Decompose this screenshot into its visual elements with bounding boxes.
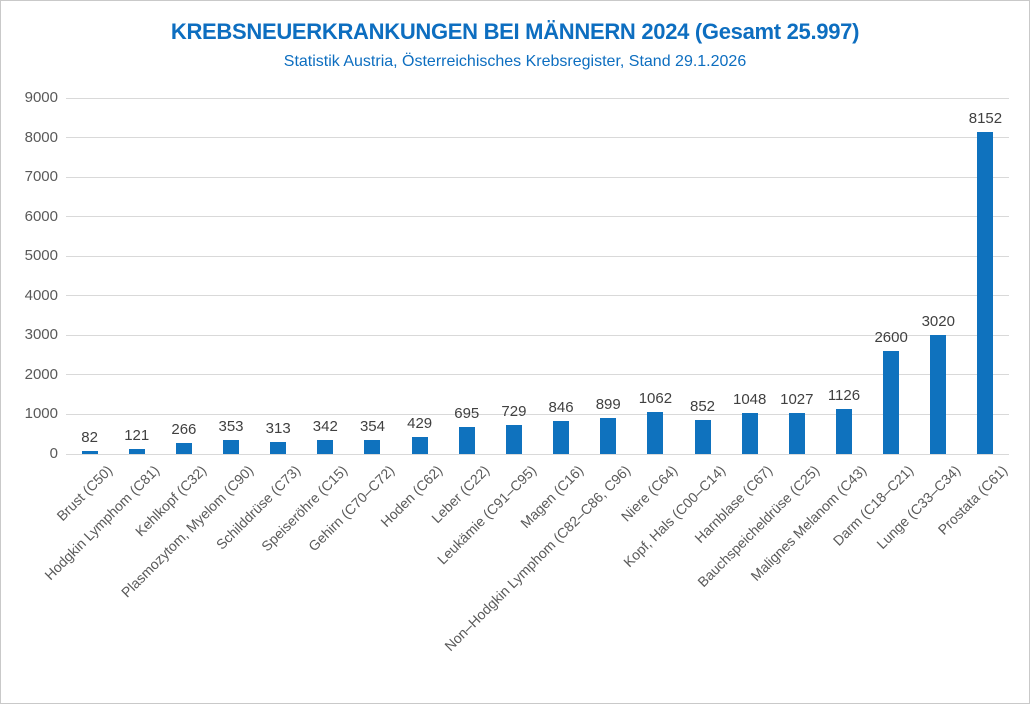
- bar-value-label: 1062: [638, 389, 673, 407]
- bar: [930, 334, 947, 454]
- bar: [835, 409, 852, 454]
- bar: [694, 420, 711, 454]
- bar: [600, 418, 617, 454]
- y-axis-tick-label: 5000: [24, 247, 58, 265]
- y-axis-tick-label: 3000: [24, 326, 58, 344]
- bar-value-label: 846: [548, 398, 574, 416]
- bar-value-label: 429: [407, 415, 433, 433]
- y-gridline: [66, 216, 1009, 218]
- bar: [647, 411, 664, 454]
- y-gridline: [66, 334, 1009, 336]
- y-gridline: [66, 413, 1009, 415]
- y-gridline: [66, 295, 1009, 297]
- bar: [553, 420, 570, 454]
- bar: [788, 413, 805, 454]
- plot-area: 82 Brust (C50) 121 Hodgkin Lymphom (C81) 266…: [41, 97, 1011, 654]
- y-axis-tick-label: 1000: [24, 405, 58, 423]
- bar: [411, 437, 428, 454]
- y-axis-tick-label: 4000: [24, 286, 58, 304]
- y-gridline: [66, 137, 1009, 139]
- y-axis-tick-label: 0: [49, 445, 58, 462]
- bar-value-label: 354: [359, 417, 385, 435]
- y-gridline: [66, 453, 1009, 455]
- chart-subtitle: Statistik Austria, Österreichisches Kreb…: [283, 53, 747, 70]
- bar-value-label: 1126: [827, 387, 861, 405]
- bar-value-label: 2600: [874, 329, 908, 347]
- bar-value-label: 852: [690, 398, 716, 416]
- chart-title: KREBSNEUERKRANKUNGEN BEI MÄNNERN 2024 (G…: [170, 19, 860, 44]
- y-gridline: [66, 97, 1009, 99]
- bar-value-label: 8152: [968, 109, 1003, 127]
- bar: [883, 351, 900, 454]
- y-axis-tick-label: 8000: [24, 128, 58, 146]
- bar-value-label: 342: [312, 418, 338, 436]
- bar: [223, 440, 240, 454]
- bar-value-label: 266: [171, 421, 197, 439]
- bar-value-label: 729: [501, 403, 527, 421]
- y-axis-tick-label: 9000: [24, 89, 58, 106]
- bar: [741, 412, 758, 454]
- bar-value-label: 313: [265, 419, 291, 437]
- bar-value-label: 1048: [732, 390, 767, 408]
- bar-value-label: 82: [81, 428, 98, 446]
- bar: [270, 441, 287, 454]
- y-gridline: [66, 255, 1009, 257]
- bar-value-label: 899: [595, 396, 621, 414]
- bar: [505, 425, 522, 454]
- bar-value-label: 121: [124, 427, 150, 445]
- bar-value-label: 353: [218, 418, 244, 436]
- bar-value-label: 1027: [780, 391, 814, 409]
- bar: [364, 439, 381, 454]
- y-gridline: [66, 374, 1009, 376]
- bar-value-label: 3020: [921, 312, 955, 330]
- bar: [317, 440, 334, 454]
- y-axis-tick-label: 7000: [24, 168, 58, 186]
- y-axis-tick-label: 6000: [24, 207, 58, 225]
- bar: [128, 449, 145, 454]
- y-gridline: [66, 176, 1009, 178]
- y-axis-tick-label: 2000: [24, 365, 58, 383]
- bar: [977, 131, 994, 454]
- bar: [175, 443, 192, 454]
- bar-value-label: 695: [454, 404, 480, 422]
- bar: [458, 426, 475, 454]
- bar: [81, 450, 98, 454]
